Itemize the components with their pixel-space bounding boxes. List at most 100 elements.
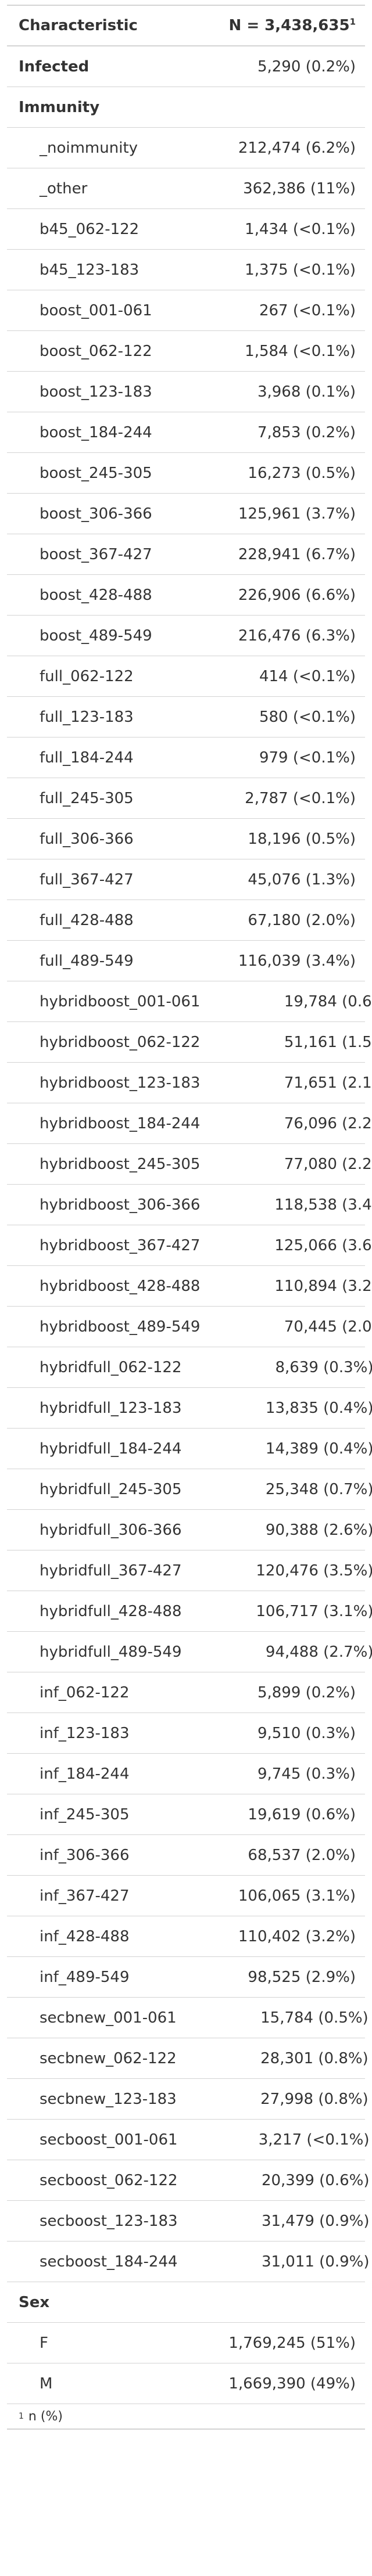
- row-label: full_489-549: [7, 952, 164, 970]
- row-label: hybridboost_123-183: [7, 1074, 200, 1092]
- row-value: 14,389 (0.4%): [182, 1440, 372, 1458]
- row-value: 267 (<0.1%): [164, 302, 365, 319]
- footnote-text: n (%): [28, 2409, 63, 2424]
- row-label: full_062-122: [7, 668, 164, 685]
- row-label: secboost_062-122: [7, 2172, 178, 2189]
- row-value: 2,787 (<0.1%): [164, 790, 365, 807]
- column-header-n-label: N = 3,438,635: [229, 17, 350, 34]
- row-label: secbnew_062-122: [7, 2050, 177, 2067]
- row-label: hybridfull_367-427: [7, 1562, 182, 1580]
- row-value: 70,445 (2.0%): [200, 1318, 372, 1336]
- row-value: 1,769,245 (51%): [164, 2334, 365, 2352]
- row-value: 580 (<0.1%): [164, 708, 365, 726]
- summary-table: Characteristic N = 3,438,6351 Infected 5…: [7, 5, 365, 2430]
- row-label: hybridboost_184-244: [7, 1115, 200, 1132]
- row-value: 18,196 (0.5%): [164, 830, 365, 848]
- table-row-infected: Infected 5,290 (0.2%): [7, 46, 365, 87]
- row-label: inf_428-488: [7, 1928, 164, 1945]
- column-header-characteristic: Characteristic: [7, 17, 164, 34]
- table-header-row: Characteristic N = 3,438,6351: [7, 6, 365, 46]
- row-label: inf_062-122: [7, 1684, 164, 1701]
- row-value: 228,941 (6.7%): [164, 546, 365, 563]
- row-value: 1,669,390 (49%): [164, 2375, 365, 2392]
- row-value: 28,301 (0.8%): [177, 2050, 372, 2067]
- row-value: 1,434 (<0.1%): [164, 221, 365, 238]
- row-label: hybridboost_489-549: [7, 1318, 200, 1336]
- group-label-sex: Sex: [7, 2294, 164, 2311]
- row-value: 116,039 (3.4%): [164, 952, 365, 970]
- table-group-sex: Sex: [7, 2282, 365, 2323]
- row-label: _noimmunity: [7, 139, 164, 157]
- row-value: 71,651 (2.1%): [200, 1074, 372, 1092]
- group-label-immunity: Immunity: [7, 99, 164, 116]
- row-label: F: [7, 2334, 164, 2352]
- row-value: 120,476 (3.5%): [182, 1562, 372, 1580]
- row-label: inf_245-305: [7, 1806, 164, 1823]
- row-label: full_306-366: [7, 830, 164, 848]
- row-value: 5,899 (0.2%): [164, 1684, 365, 1701]
- row-value: 98,525 (2.9%): [164, 1969, 365, 1986]
- row-label-infected: Infected: [7, 58, 164, 75]
- row-value: 1,375 (<0.1%): [164, 261, 365, 279]
- row-value: 106,717 (3.1%): [182, 1603, 372, 1620]
- row-label: full_184-244: [7, 749, 164, 767]
- row-label: inf_306-366: [7, 1847, 164, 1864]
- row-label: hybridboost_428-488: [7, 1278, 200, 1295]
- row-value: 7,853 (0.2%): [164, 424, 365, 441]
- row-value: 16,273 (0.5%): [164, 465, 365, 482]
- row-value-infected: 5,290 (0.2%): [164, 58, 365, 75]
- row-label: secbnew_123-183: [7, 2091, 177, 2108]
- row-label: boost_367-427: [7, 546, 164, 563]
- row-label: full_245-305: [7, 790, 164, 807]
- column-header-n: N = 3,438,6351: [164, 17, 365, 34]
- row-value: 77,080 (2.2%): [200, 1156, 372, 1173]
- row-value: 118,538 (3.4%): [200, 1196, 372, 1214]
- row-value: 25,348 (0.7%): [182, 1481, 372, 1498]
- row-label: full_428-488: [7, 912, 164, 929]
- row-value: 19,784 (0.6%): [200, 993, 372, 1010]
- row-value: 979 (<0.1%): [164, 749, 365, 767]
- row-label: _other: [7, 180, 164, 197]
- row-label: inf_123-183: [7, 1725, 164, 1742]
- row-value: 27,998 (0.8%): [177, 2091, 372, 2108]
- row-value: 20,399 (0.6%): [178, 2172, 372, 2189]
- row-label: secboost_184-244: [7, 2253, 178, 2271]
- row-value: 106,065 (3.1%): [164, 1887, 365, 1905]
- row-label: full_367-427: [7, 871, 164, 888]
- row-label: secboost_001-061: [7, 2131, 178, 2149]
- row-value: 19,619 (0.6%): [164, 1806, 365, 1823]
- row-value: 51,161 (1.5%): [200, 1034, 372, 1051]
- row-value: 216,476 (6.3%): [164, 627, 365, 645]
- row-value: 13,835 (0.4%): [182, 1399, 372, 1417]
- row-label: hybridboost_062-122: [7, 1034, 200, 1051]
- row-value: 9,745 (0.3%): [164, 1765, 365, 1783]
- row-label: full_123-183: [7, 708, 164, 726]
